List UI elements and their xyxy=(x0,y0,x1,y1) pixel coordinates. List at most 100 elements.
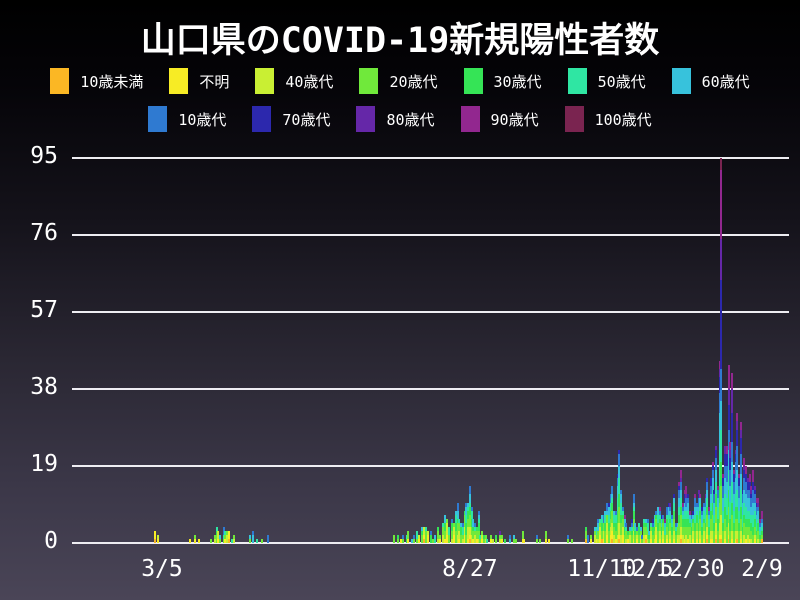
stacked-bar-day-378 xyxy=(738,474,741,543)
stacked-bar-day-339 xyxy=(669,502,672,543)
bar-segment-a60 xyxy=(736,470,739,491)
stacked-bar-day-85 xyxy=(222,526,225,543)
bar-segment-unknown xyxy=(734,538,737,543)
bar-segment-a10 xyxy=(697,498,700,507)
bar-segment-a50 xyxy=(416,530,419,539)
bar-segment-a40 xyxy=(437,538,440,543)
bar-segment-a30 xyxy=(604,522,607,531)
stacked-bar-day-46 xyxy=(153,530,156,543)
bar-segment-a50 xyxy=(685,510,688,519)
bar-segment-a20 xyxy=(585,530,587,539)
bar-segment-unknown xyxy=(644,534,647,539)
bar-segment-a30 xyxy=(669,518,672,523)
bar-segment-a20 xyxy=(407,530,410,539)
bar-segment-unknown xyxy=(490,538,492,543)
bar-segment-a40 xyxy=(602,530,605,539)
bar-segment-a90 xyxy=(739,421,742,430)
bar-segment-a60 xyxy=(672,498,675,503)
bar-segment-a50 xyxy=(706,498,709,507)
bar-segment-unknown xyxy=(468,534,471,539)
stacked-bar-day-372 xyxy=(727,364,730,543)
bar-segment-a30 xyxy=(611,502,614,511)
bar-segment-a30 xyxy=(750,522,753,531)
stacked-bar-day-102 xyxy=(252,530,255,543)
bar-segment-a60 xyxy=(690,518,693,523)
stacked-bar-day-196 xyxy=(417,534,420,543)
stacked-bar-day-355 xyxy=(697,490,700,543)
bar-segment-unknown xyxy=(621,534,624,543)
stacked-bar-day-190 xyxy=(407,530,410,543)
bar-segment-a40 xyxy=(616,534,619,543)
bar-segment-a30 xyxy=(465,522,468,535)
bar-segment-a50 xyxy=(741,514,744,527)
bar-segment-unknown xyxy=(544,538,547,543)
stacked-bar-day-367 xyxy=(718,360,721,543)
bar-segment-a20 xyxy=(648,538,651,543)
bar-segment-a60 xyxy=(699,498,702,503)
stacked-bar-day-336 xyxy=(664,518,667,543)
stacked-bar-day-80 xyxy=(213,534,216,543)
stacked-bar-day-225 xyxy=(468,486,471,543)
bar-segment-unknown xyxy=(599,534,602,543)
bar-segment-a20 xyxy=(495,538,498,543)
bar-segment-a20 xyxy=(500,534,503,539)
bar-segment-a20 xyxy=(725,526,728,543)
bar-segment-unknown xyxy=(655,534,658,543)
bar-segment-a10 xyxy=(252,530,255,535)
bar-segment-a20 xyxy=(442,526,445,535)
bar-segment-a10 xyxy=(695,502,698,507)
legend-item-a10: 10歳代 xyxy=(148,106,226,132)
bar-segment-a80 xyxy=(746,478,749,483)
bar-segment-a50 xyxy=(609,502,612,511)
bar-segment-a50 xyxy=(715,482,718,495)
bar-segment-a10 xyxy=(757,506,760,511)
bar-segment-a10 xyxy=(606,502,609,511)
bar-segment-a30 xyxy=(678,514,681,523)
bar-segment-a80 xyxy=(753,486,756,491)
bar-segment-a50 xyxy=(461,526,464,535)
bar-segment-a10 xyxy=(708,510,711,515)
bar-segment-a90 xyxy=(760,510,763,519)
bar-segment-a40 xyxy=(650,530,653,539)
bar-segment-unknown xyxy=(595,538,598,543)
bar-segment-unknown xyxy=(699,538,702,543)
bar-segment-a40 xyxy=(750,538,753,543)
bar-segment-a50 xyxy=(678,506,681,515)
stacked-bar-day-250 xyxy=(512,534,515,543)
bar-segment-unknown xyxy=(458,538,461,543)
bar-segment-a80 xyxy=(685,494,688,499)
bar-segment-a30 xyxy=(472,526,475,531)
bar-segment-a20 xyxy=(453,522,456,527)
bar-segment-a50 xyxy=(630,526,633,531)
bar-segment-a20 xyxy=(424,530,427,543)
bar-segment-unknown xyxy=(521,538,524,543)
bar-segment-unknown xyxy=(189,538,192,543)
legend-item-a20: 20歳代 xyxy=(359,68,438,94)
bar-segment-unknown xyxy=(692,538,695,543)
legend-swatch-a40 xyxy=(255,68,275,94)
stacked-bar-day-299 xyxy=(599,518,602,543)
bar-segment-a70 xyxy=(734,453,737,462)
stacked-bar-day-182 xyxy=(393,534,396,543)
bar-segment-a60 xyxy=(607,506,610,515)
stacked-bar-day-389 xyxy=(757,498,760,543)
bar-segment-u10 xyxy=(423,538,426,543)
bar-segment-u10 xyxy=(718,538,721,543)
bar-segment-a60 xyxy=(750,506,753,515)
stacked-bar-day-383 xyxy=(746,478,749,543)
bar-segment-a50 xyxy=(759,530,762,535)
bar-segment-a20 xyxy=(755,534,758,543)
stacked-bar-day-110 xyxy=(266,534,269,543)
bar-segment-a10 xyxy=(509,534,512,539)
bar-segment-a50 xyxy=(716,506,719,519)
stacked-bar-day-245 xyxy=(504,538,507,543)
bar-segment-a30 xyxy=(609,510,612,519)
bar-segment-a20 xyxy=(213,534,216,539)
bar-segment-a40 xyxy=(620,534,623,543)
bar-segment-a30 xyxy=(732,522,735,531)
bar-segment-a60 xyxy=(692,514,695,519)
bar-segment-a30 xyxy=(504,538,507,543)
bar-segment-a30 xyxy=(618,494,621,507)
bar-segment-unknown xyxy=(475,538,478,543)
bar-segment-a30 xyxy=(405,538,408,543)
